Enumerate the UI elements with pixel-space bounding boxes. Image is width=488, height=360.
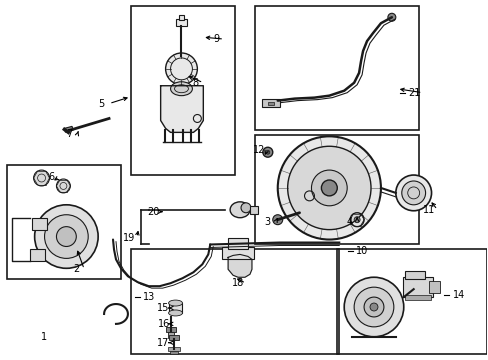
Text: 7: 7: [66, 129, 72, 139]
Circle shape: [353, 217, 359, 223]
Circle shape: [401, 181, 425, 205]
Bar: [249, 206, 257, 214]
Bar: [168, 303, 182, 313]
Bar: [427, 281, 440, 293]
Circle shape: [395, 175, 431, 211]
Circle shape: [353, 287, 393, 327]
Text: 3: 3: [264, 217, 270, 227]
Bar: [262, 99, 279, 107]
Text: 2: 2: [73, 264, 79, 274]
Text: 9: 9: [213, 34, 219, 44]
Bar: [131, 6, 235, 175]
Circle shape: [321, 180, 337, 196]
Text: 14: 14: [452, 290, 465, 300]
Circle shape: [277, 136, 380, 239]
Bar: [7, 165, 121, 279]
Text: 4: 4: [346, 217, 351, 227]
Text: 20: 20: [147, 207, 160, 217]
Bar: [168, 335, 178, 340]
Text: 19: 19: [122, 233, 135, 243]
Bar: [337, 249, 486, 354]
Bar: [175, 19, 187, 26]
Circle shape: [165, 53, 197, 85]
Bar: [131, 249, 339, 354]
Bar: [169, 351, 177, 354]
Circle shape: [311, 170, 346, 206]
Polygon shape: [161, 86, 203, 132]
Polygon shape: [228, 255, 251, 277]
Circle shape: [56, 179, 70, 193]
Bar: [267, 102, 273, 105]
Bar: [178, 15, 184, 20]
Circle shape: [34, 170, 49, 186]
Ellipse shape: [230, 202, 249, 218]
Bar: [222, 247, 253, 260]
Bar: [30, 249, 44, 261]
Bar: [228, 238, 247, 249]
Circle shape: [35, 205, 98, 268]
Ellipse shape: [170, 82, 192, 96]
Text: 5: 5: [98, 99, 104, 109]
Text: 13: 13: [142, 292, 155, 302]
Bar: [167, 347, 179, 351]
Circle shape: [44, 215, 88, 258]
Bar: [254, 135, 418, 244]
Circle shape: [344, 277, 403, 337]
Text: 12: 12: [252, 145, 264, 155]
Bar: [64, 126, 73, 132]
Text: 16: 16: [157, 319, 169, 329]
Text: 10: 10: [355, 247, 367, 256]
Bar: [254, 6, 418, 130]
Text: 8: 8: [192, 78, 198, 88]
Ellipse shape: [168, 300, 182, 306]
Bar: [167, 332, 173, 338]
Circle shape: [265, 150, 269, 154]
Bar: [404, 295, 429, 300]
Circle shape: [241, 203, 250, 213]
Text: 17: 17: [157, 338, 169, 348]
Bar: [402, 277, 432, 297]
Text: 21: 21: [407, 88, 420, 98]
Circle shape: [364, 297, 383, 317]
Bar: [32, 218, 46, 230]
Text: 11: 11: [423, 205, 435, 215]
Circle shape: [387, 13, 395, 21]
Bar: [165, 327, 175, 332]
Circle shape: [56, 227, 76, 247]
Text: 18: 18: [231, 278, 244, 288]
Text: 6: 6: [48, 172, 55, 182]
Text: 15: 15: [157, 303, 169, 313]
Bar: [404, 271, 424, 279]
Text: 1: 1: [41, 332, 46, 342]
Circle shape: [272, 215, 282, 225]
Circle shape: [287, 146, 370, 230]
Circle shape: [369, 303, 377, 311]
Circle shape: [263, 147, 272, 157]
Ellipse shape: [168, 310, 182, 316]
